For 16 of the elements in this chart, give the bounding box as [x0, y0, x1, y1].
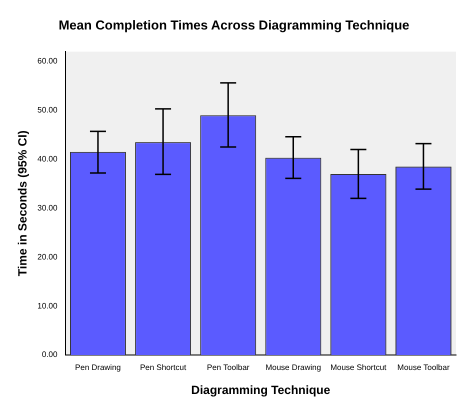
- x-tick-label: Pen Shortcut: [140, 363, 187, 372]
- y-tick-label: 60.00: [37, 56, 58, 66]
- x-tick-label: Pen Toolbar: [206, 363, 250, 372]
- y-tick-label: 40.00: [37, 154, 58, 164]
- y-tick-label: 0.00: [42, 350, 58, 360]
- x-tick-label: Pen Drawing: [75, 363, 121, 372]
- x-axis-title: Diagramming Technique: [191, 383, 331, 398]
- y-tick-label: 20.00: [37, 252, 58, 262]
- y-tick-label: 10.00: [37, 301, 58, 310]
- y-tick-label: 30.00: [37, 203, 58, 212]
- x-tick-label: Mouse Drawing: [265, 363, 322, 372]
- y-axis-title: Time in Seconds (95% CI): [16, 130, 30, 276]
- y-tick-label: 50.00: [37, 106, 58, 115]
- x-tick-label: Mouse Toolbar: [397, 363, 450, 372]
- chart-title: Mean Completion Times Across Diagramming Technique: [58, 17, 410, 32]
- x-tick-label: Mouse Shortcut: [330, 363, 388, 372]
